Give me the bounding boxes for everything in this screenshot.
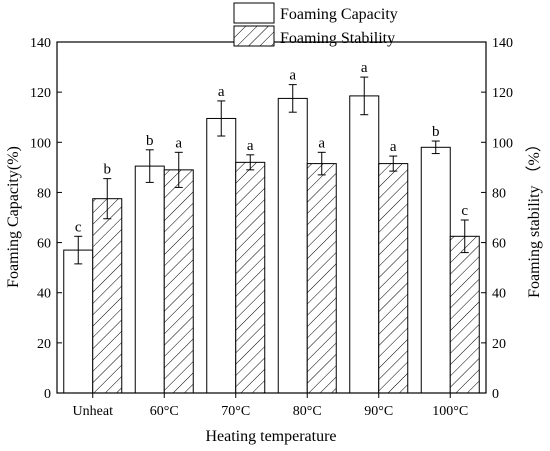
error-bar-foaming-stability-80-c: [317, 151, 326, 176]
legend-label-foaming-stability: Foaming Stability: [280, 30, 395, 47]
error-bar-foaming-capacity-60-c: [145, 149, 154, 183]
error-bar-foaming-stability-60-c: [174, 151, 183, 188]
error-bars-layer: [74, 76, 469, 265]
y2-axis-title: Foaming stability （%）: [525, 136, 543, 298]
legend-swatch-foaming-stability: [233, 25, 275, 47]
significance-label-foaming-capacity-80-c: a: [289, 68, 296, 84]
x-tick-label-70-c: 70°C: [221, 404, 250, 419]
significance-labels-layer: c b b a a a a a a a b c: [75, 60, 469, 235]
bar-foaming-capacity-80-c: [277, 97, 308, 394]
bar-foaming-stability-80-c: [306, 163, 337, 394]
significance-label-foaming-capacity-60-c: b: [146, 133, 154, 149]
legend: Foaming Capacity Foaming Stability: [233, 2, 398, 47]
error-bar-foaming-capacity-unheat: [74, 235, 83, 265]
bar-foaming-stability-90-c: [378, 163, 409, 394]
error-bar-foaming-stability-70-c: [246, 154, 255, 171]
significance-label-foaming-stability-90-c: a: [390, 139, 397, 155]
left-axis: 0 20 40 60 80 100 120 140: [30, 36, 62, 402]
significance-label-foaming-capacity-unheat: c: [75, 219, 82, 235]
error-bar-foaming-stability-90-c: [389, 155, 398, 172]
y2-tick-label-60: 60: [492, 237, 506, 252]
y2-tick-label-20: 20: [492, 337, 506, 352]
x-tick-label-60-c: 60°C: [150, 404, 179, 419]
y2-tick-label-0: 0: [492, 387, 499, 402]
error-bar-foaming-capacity-90-c: [360, 76, 369, 116]
significance-label-foaming-stability-60-c: a: [175, 135, 182, 151]
x-axis: Unheat 60°C 70°C 80°C 90°C 100°C: [73, 393, 468, 419]
x-axis-title: Heating temperature: [205, 428, 336, 445]
bar-foaming-capacity-90-c: [349, 95, 380, 394]
y2-tick-label-140: 140: [492, 36, 513, 51]
x-tick-label-90-c: 90°C: [364, 404, 393, 419]
y-tick-label-60: 60: [37, 237, 51, 252]
significance-label-foaming-capacity-90-c: a: [361, 60, 368, 76]
x-tick-label-100-c: 100°C: [432, 404, 468, 419]
y-tick-label-80: 80: [37, 186, 51, 201]
bar-foaming-stability-60-c: [163, 169, 194, 394]
significance-label-foaming-stability-70-c: a: [247, 138, 254, 154]
legend-label-foaming-capacity: Foaming Capacity: [280, 6, 398, 23]
x-tick-label-unheat: Unheat: [73, 404, 114, 419]
y2-tick-label-100: 100: [492, 136, 513, 151]
y-tick-label-40: 40: [37, 287, 51, 302]
bar-foaming-stability-unheat: [92, 198, 123, 394]
error-bar-foaming-stability-100-c: [460, 219, 469, 254]
bar-foaming-capacity-unheat: [63, 249, 94, 394]
x-tick-label-80-c: 80°C: [293, 404, 322, 419]
bar-foaming-capacity-60-c: [134, 165, 165, 394]
bar-foaming-stability-100-c: [449, 235, 480, 394]
y-tick-label-120: 120: [30, 86, 51, 101]
bar-foaming-capacity-100-c: [420, 146, 451, 394]
bar-foaming-stability-70-c: [235, 161, 266, 394]
significance-label-foaming-stability-100-c: c: [461, 203, 468, 219]
y2-tick-label-80: 80: [492, 186, 506, 201]
error-bar-foaming-capacity-70-c: [217, 100, 226, 137]
y-tick-label-0: 0: [44, 387, 51, 402]
significance-label-foaming-capacity-100-c: b: [432, 124, 440, 140]
y-tick-label-20: 20: [37, 337, 51, 352]
error-bar-foaming-capacity-80-c: [288, 84, 297, 113]
y-tick-label-140: 140: [30, 36, 51, 51]
significance-label-foaming-stability-unheat: b: [104, 162, 112, 178]
significance-label-foaming-capacity-70-c: a: [218, 84, 225, 100]
error-bar-foaming-capacity-100-c: [431, 140, 440, 155]
y-tick-label-100: 100: [30, 136, 51, 151]
y2-tick-label-40: 40: [492, 287, 506, 302]
error-bar-foaming-stability-unheat: [103, 178, 112, 220]
significance-label-foaming-stability-80-c: a: [318, 135, 325, 151]
right-axis: 0 20 40 60 80 100 120 140: [481, 36, 513, 402]
legend-swatch-foaming-capacity: [233, 2, 275, 24]
y-axis-title: Foaming Capacity(%): [5, 146, 22, 288]
bars-layer: [63, 95, 480, 394]
y2-tick-label-120: 120: [492, 86, 513, 101]
bar-foaming-capacity-70-c: [206, 117, 237, 394]
